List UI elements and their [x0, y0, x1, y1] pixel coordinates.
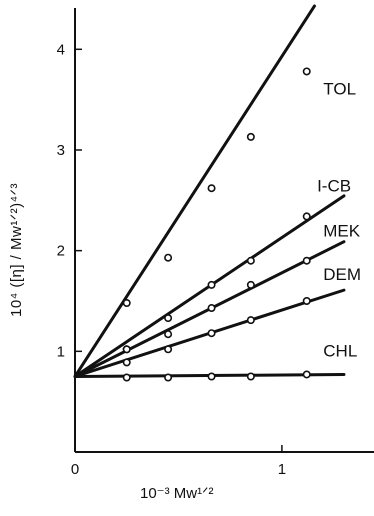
x-tick-label: 1 — [278, 461, 286, 478]
data-point-chl — [122, 373, 131, 382]
y-axis-label: 10⁴ ([η] / Mᴡ¹ᐟ²)⁴ᐟ³ — [8, 183, 25, 317]
data-point-i-cb — [302, 212, 311, 221]
fit-line-tol — [73, 4, 316, 378]
data-point-dem — [164, 345, 173, 354]
data-point-tol — [302, 67, 311, 76]
data-point-dem — [302, 296, 311, 305]
data-point-i-cb — [207, 280, 216, 289]
data-point-chl — [246, 372, 255, 381]
y-tick-label: 2 — [57, 243, 65, 260]
data-point-mek — [164, 330, 173, 339]
series-label-dem: DEM — [323, 265, 361, 284]
data-point-mek — [122, 345, 131, 354]
data-point-i-cb — [164, 314, 173, 323]
data-point-chl — [302, 370, 311, 379]
x-tick-label: 0 — [71, 461, 79, 478]
data-point-tol — [246, 132, 255, 141]
y-tick-label: 1 — [57, 343, 65, 360]
series-label-i-cb: I-CB — [317, 176, 351, 195]
data-point-tol — [122, 299, 131, 308]
data-point-i-cb — [246, 256, 255, 265]
data-point-mek — [207, 304, 216, 313]
y-tick-label: 3 — [57, 142, 65, 159]
data-point-tol — [207, 184, 216, 193]
data-point-mek — [302, 256, 311, 265]
series-label-tol: TOL — [323, 80, 356, 99]
data-point-dem — [246, 316, 255, 325]
data-point-chl — [164, 373, 173, 382]
data-point-mek — [246, 280, 255, 289]
series-label-chl: CHL — [323, 341, 357, 360]
data-point-chl — [207, 372, 216, 381]
data-point-dem — [207, 329, 216, 338]
series-label-mek: MEK — [323, 222, 361, 241]
y-tick-label: 4 — [57, 41, 65, 58]
x-axis-label: 10⁻³ Mᴡ¹ᐟ² — [140, 485, 214, 502]
data-point-tol — [164, 253, 173, 262]
data-point-dem — [122, 358, 131, 367]
